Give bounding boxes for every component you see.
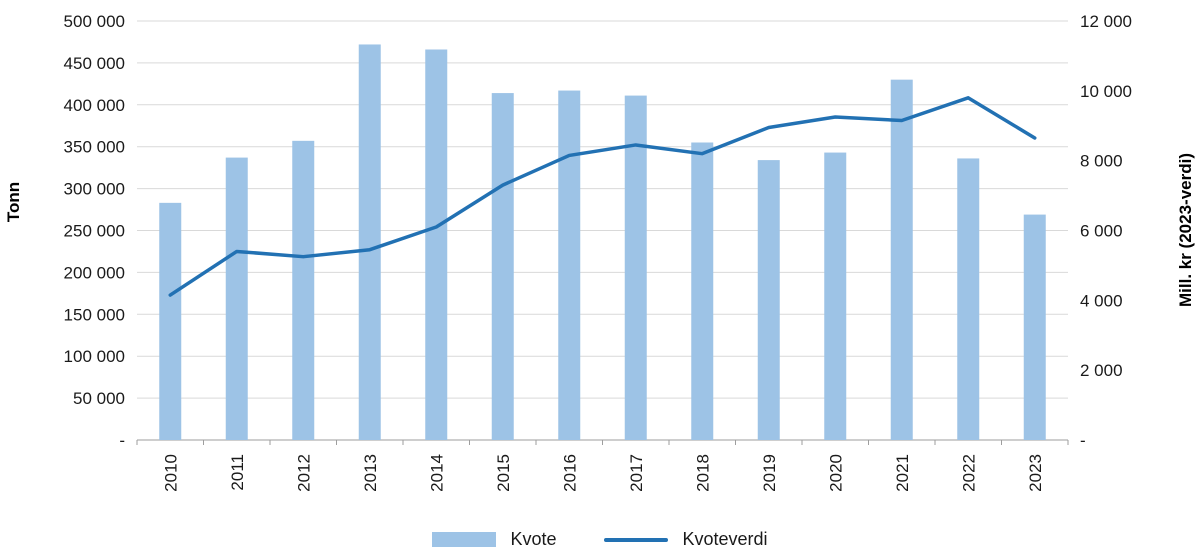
x-tick-label: 2012 [294, 454, 313, 492]
legend-item-kvote: Kvote [432, 529, 556, 550]
right-tick-label: 8 000 [1080, 152, 1123, 171]
x-tick-label: 2019 [760, 454, 779, 492]
bar-2014 [425, 49, 448, 440]
x-tick-label: 2017 [627, 454, 646, 492]
legend-item-kvoteverdi: Kvoteverdi [604, 529, 768, 550]
left-tick-label: - [119, 431, 125, 450]
left-axis-title: Tonn [4, 181, 23, 223]
legend-label-kvote: Kvote [510, 529, 557, 549]
legend: Kvote Kvoteverdi [0, 529, 1200, 550]
left-tick-label: 250 000 [64, 222, 125, 241]
right-tick-label: 10 000 [1080, 82, 1132, 101]
bar-2016 [558, 90, 581, 440]
bar-2021 [890, 79, 913, 440]
right-tick-label: 12 000 [1080, 12, 1132, 31]
x-tick-label: 2014 [427, 454, 446, 492]
x-tick-label: 2016 [560, 454, 579, 492]
left-tick-label: 100 000 [64, 347, 125, 366]
bar-2018 [691, 142, 714, 440]
x-tick-label: 2018 [693, 454, 712, 492]
left-tick-label: 50 000 [73, 389, 125, 408]
left-tick-label: 500 000 [64, 12, 125, 31]
left-tick-label: 400 000 [64, 96, 125, 115]
bar-2013 [358, 44, 381, 441]
bar-2010 [159, 202, 182, 440]
kvoteverdi-line [168, 96, 1037, 297]
bar-2019 [757, 160, 780, 440]
x-tick-label: 2011 [228, 454, 247, 491]
bar-2022 [957, 158, 980, 440]
x-tick-label: 2021 [893, 454, 912, 492]
bar-2012 [292, 140, 315, 441]
bar-2011 [225, 157, 248, 440]
left-tick-label: 300 000 [64, 180, 125, 199]
right-tick-label: - [1080, 431, 1086, 450]
legend-line-swatch [604, 537, 669, 542]
x-tick-label: 2015 [494, 454, 513, 492]
right-axis-title: Mill. kr (2023-verdi) [1176, 152, 1195, 308]
right-tick-label: 2 000 [1080, 361, 1123, 380]
x-tick-label: 2020 [826, 454, 845, 492]
x-tick-label: 2022 [959, 454, 978, 492]
right-tick-label: 4 000 [1080, 291, 1123, 310]
x-tick-label: 2023 [1026, 454, 1045, 492]
legend-bar-swatch [432, 532, 497, 547]
left-tick-label: 150 000 [64, 305, 125, 324]
bar-2020 [824, 152, 847, 441]
bar-2023 [1023, 214, 1046, 440]
bar-2015 [491, 93, 514, 441]
left-tick-label: 350 000 [64, 138, 125, 157]
legend-label-kvoteverdi: Kvoteverdi [682, 529, 768, 549]
bar-2017 [624, 95, 647, 440]
left-tick-label: 200 000 [64, 263, 125, 282]
left-tick-label: 450 000 [64, 54, 125, 73]
right-tick-label: 6 000 [1080, 222, 1123, 241]
x-tick-label: 2013 [361, 454, 380, 492]
x-tick-label: 2010 [161, 454, 180, 492]
